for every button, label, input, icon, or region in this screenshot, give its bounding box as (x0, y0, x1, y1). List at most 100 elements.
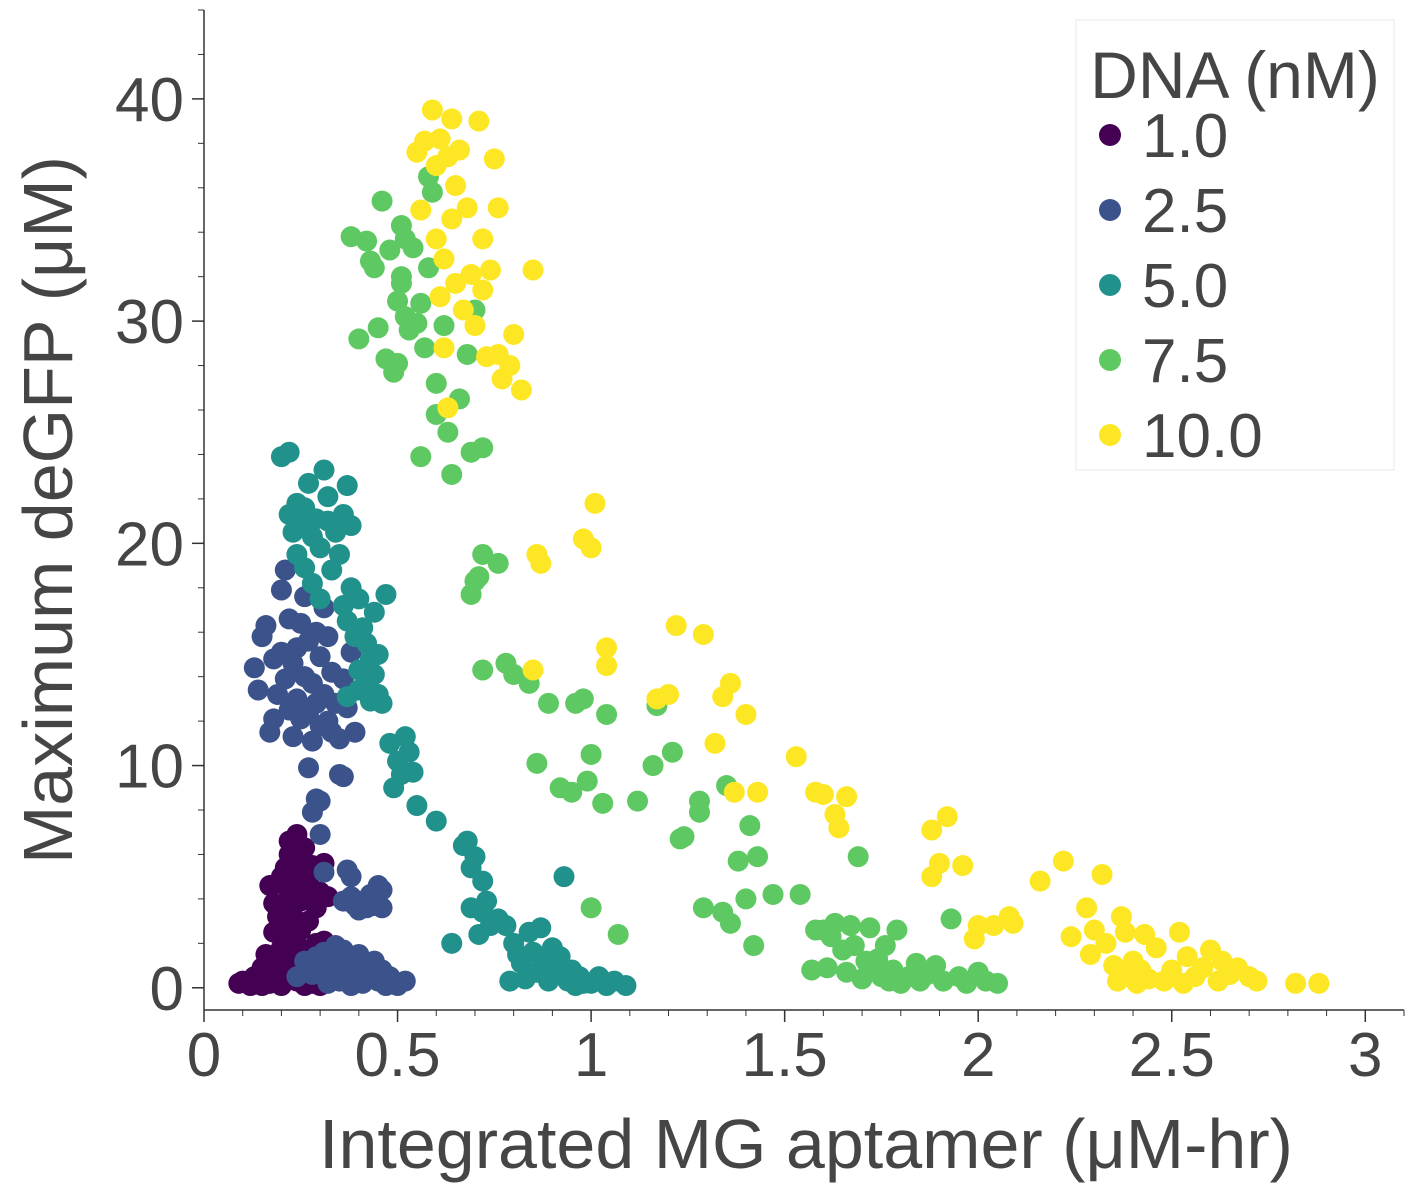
data-point (607, 923, 629, 945)
data-point (719, 672, 741, 694)
legend-marker (1099, 199, 1121, 221)
data-point (456, 197, 478, 219)
data-point (336, 475, 358, 497)
data-point (1168, 921, 1190, 943)
data-point (441, 208, 463, 230)
data-point (472, 228, 494, 250)
data-point (243, 657, 265, 679)
data-point (576, 770, 598, 792)
data-point (1060, 926, 1082, 948)
data-point (298, 757, 320, 779)
data-point (747, 781, 769, 803)
data-point (367, 643, 389, 665)
data-point (727, 850, 749, 872)
data-point (429, 286, 451, 308)
data-point (843, 935, 865, 957)
data-point (371, 190, 393, 212)
data-point (522, 259, 544, 281)
data-point (816, 957, 838, 979)
data-point (661, 741, 683, 763)
data-point (387, 352, 409, 374)
data-point (874, 935, 896, 957)
data-point (313, 861, 335, 883)
x-tick-label: 2 (961, 1021, 995, 1090)
data-point (472, 437, 494, 459)
data-points (228, 99, 1330, 997)
data-point (267, 683, 289, 705)
data-point (847, 846, 869, 868)
data-point (642, 755, 664, 777)
data-point (886, 919, 908, 941)
data-point (812, 783, 834, 805)
data-point (398, 741, 420, 763)
data-point (421, 181, 443, 203)
data-point (294, 837, 316, 859)
data-point (441, 463, 463, 485)
data-point (445, 175, 467, 197)
data-point (747, 846, 769, 868)
legend-marker (1099, 424, 1121, 446)
data-point (340, 515, 362, 537)
legend-marker (1099, 274, 1121, 296)
data-point (317, 486, 339, 508)
data-point (936, 806, 958, 828)
y-tick-label: 30 (115, 288, 184, 357)
legend-title: DNA (nM) (1090, 38, 1380, 112)
data-point (363, 257, 385, 279)
data-point (321, 559, 343, 581)
data-point (437, 397, 459, 419)
data-point (340, 975, 362, 997)
y-axis-title: Maximum deGFP (μM) (9, 156, 87, 864)
data-point (336, 859, 358, 881)
data-point (789, 883, 811, 905)
y-tick-label: 10 (115, 733, 184, 802)
data-point (836, 786, 858, 808)
data-point (301, 572, 323, 594)
data-point (309, 823, 331, 845)
data-point (294, 557, 316, 579)
x-tick-label: 0.5 (354, 1021, 440, 1090)
data-point (274, 559, 296, 581)
data-point (983, 915, 1005, 937)
y-tick-label: 40 (115, 66, 184, 135)
data-point (425, 810, 447, 832)
data-point (348, 588, 370, 610)
data-point (824, 912, 846, 934)
data-point (499, 355, 521, 377)
x-tick-label: 2.5 (1129, 1021, 1215, 1090)
data-point (267, 906, 289, 928)
data-point (441, 932, 463, 954)
data-point (309, 790, 331, 812)
data-point (410, 446, 432, 468)
data-point (328, 543, 350, 565)
data-point (363, 663, 385, 685)
data-point (704, 732, 726, 754)
data-point (1095, 932, 1117, 954)
legend-marker (1099, 349, 1121, 371)
data-point (468, 566, 490, 588)
data-point (348, 679, 370, 701)
data-point (503, 323, 525, 345)
data-point (1138, 968, 1160, 990)
data-point (274, 668, 296, 690)
data-point (290, 612, 312, 634)
data-point (1052, 850, 1074, 872)
data-point (286, 923, 308, 945)
data-point (839, 915, 861, 937)
data-point (615, 975, 637, 997)
legend-label: 5.0 (1142, 252, 1228, 321)
data-point (472, 870, 494, 892)
series-2.5 (243, 559, 416, 997)
data-point (406, 312, 428, 334)
data-point (719, 912, 741, 934)
data-point (433, 337, 455, 359)
series-5.0 (270, 441, 637, 997)
data-point (1002, 912, 1024, 934)
data-point (510, 379, 532, 401)
data-point (538, 692, 560, 714)
data-point (332, 668, 354, 690)
data-point (925, 955, 947, 977)
data-point (410, 292, 432, 314)
data-point (921, 819, 943, 841)
